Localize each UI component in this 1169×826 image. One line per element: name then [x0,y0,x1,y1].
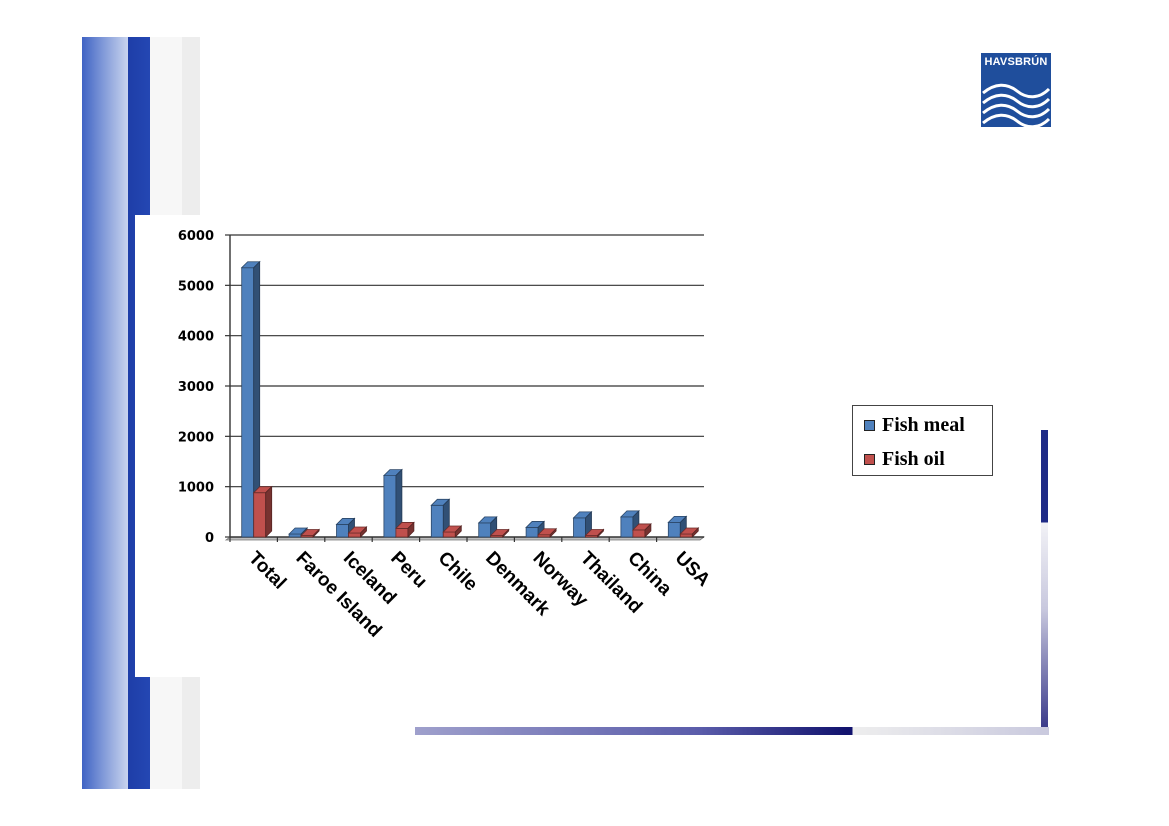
bar-fish-meal-chile [430,498,451,538]
logo-waves-icon [982,83,1051,127]
legend-swatch-fish-meal [864,419,875,431]
y-tick-label: 0 [205,531,214,546]
bar-fish-oil-chile [442,525,463,538]
bar-fish-oil-faroe-island [300,528,321,538]
right-accent-bar [1041,430,1048,728]
bar-fish-oil-usa [679,527,700,538]
bar-fish-oil-norway [537,527,558,538]
havsbrun-logo: HAVSBRÚN [981,53,1051,127]
bar-fish-oil-peru [394,521,415,538]
legend-swatch-fish-oil [864,453,875,465]
bar-fish-oil-denmark [489,528,510,538]
bar-fish-oil-iceland [347,526,368,538]
y-tick-label: 3000 [178,380,214,395]
legend-label-fish-meal: Fish meal [882,413,965,436]
bar-fish-oil-thailand [584,528,605,538]
y-tick-label: 2000 [178,430,214,445]
bar-fish-meal-denmark [477,515,498,538]
logo-wordmark: HAVSBRÚN [984,56,1048,68]
y-tick-label: 1000 [178,481,214,496]
chart-background-plate [135,215,718,677]
chart-legend: Fish meal Fish oil [852,405,993,476]
x-tick-label-usa: USA [671,548,714,591]
y-tick-label: 6000 [178,229,214,244]
x-tick-label-chile: Chile [434,548,482,596]
legend-item-fish-oil: Fish oil [864,447,945,471]
bar-fish-oil-china [631,522,652,538]
left-band-gradient [82,37,128,789]
bar-fish-oil-total [252,485,273,538]
legend-item-fish-meal: Fish meal [864,413,965,437]
legend-label-fish-oil: Fish oil [882,447,945,470]
bar-fish-meal-faroe-island [288,527,309,538]
bar-fish-meal-usa [667,515,688,538]
y-tick-label: 5000 [178,279,214,294]
bar-fish-meal-peru [382,468,403,538]
y-tick-label: 4000 [178,330,214,345]
x-tick-label-total: Total [244,548,290,594]
bottom-accent-bar [415,727,1049,735]
